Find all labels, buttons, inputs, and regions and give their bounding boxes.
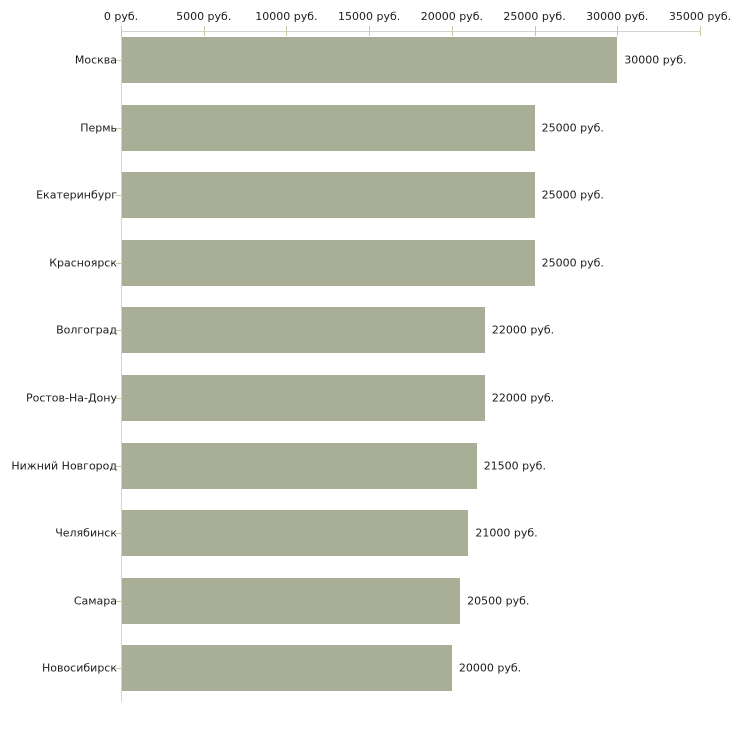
x-tick-label: 25000 руб. <box>503 10 566 23</box>
x-tick-label: 35000 руб. <box>668 10 730 23</box>
x-tick-label: 10000 руб. <box>255 10 318 23</box>
y-tick-mark <box>116 600 121 602</box>
bar <box>122 442 477 489</box>
value-label: 25000 руб. <box>541 188 604 202</box>
bar <box>122 104 535 151</box>
x-axis-line <box>121 31 701 32</box>
value-label: 20500 руб. <box>467 594 530 608</box>
category-label: Ростов-На-Дону <box>25 391 117 405</box>
x-tick-mark <box>700 26 701 36</box>
x-tick-label: 20000 руб. <box>420 10 483 23</box>
category-label: Самара <box>73 594 117 608</box>
value-label: 21500 руб. <box>483 459 546 473</box>
y-tick-mark <box>116 60 121 61</box>
category-label: Москва <box>74 53 117 67</box>
category-label: Екатеринбург <box>36 188 117 202</box>
value-label: 22000 руб. <box>491 323 555 337</box>
bar <box>122 307 485 354</box>
y-tick-mark <box>116 127 121 129</box>
y-tick-mark <box>116 330 121 332</box>
y-tick-mark <box>116 668 121 670</box>
category-label: Нижний Новгород <box>11 459 117 473</box>
x-tick-mark <box>369 26 371 36</box>
bar <box>122 37 618 83</box>
value-label: 20000 руб. <box>458 661 522 675</box>
x-tick-label: 30000 руб. <box>586 10 649 23</box>
category-label: Волгоград <box>56 323 117 337</box>
bar <box>122 577 461 624</box>
category-label: Красноярск <box>49 256 117 270</box>
y-tick-mark <box>116 262 121 264</box>
bar <box>122 375 485 421</box>
category-label: Челябинск <box>55 526 117 540</box>
y-tick-mark <box>116 465 121 467</box>
value-label: 25000 руб. <box>541 121 604 135</box>
y-tick-mark <box>116 195 121 197</box>
x-tick-mark <box>203 26 205 36</box>
y-axis-line <box>121 31 122 702</box>
y-tick-mark <box>116 398 121 399</box>
x-tick-mark <box>617 26 619 36</box>
value-label: 30000 руб. <box>624 53 687 67</box>
value-label: 21000 руб. <box>475 526 538 540</box>
x-tick-mark <box>451 26 453 36</box>
x-tick-label: 0 руб. <box>103 10 139 23</box>
category-label: Новосибирск <box>41 661 117 675</box>
x-tick-mark <box>286 26 288 36</box>
category-label: Пермь <box>80 121 117 135</box>
x-tick-mark <box>534 26 536 36</box>
bar <box>122 645 452 692</box>
bar <box>122 510 469 557</box>
value-label: 22000 руб. <box>491 391 555 405</box>
y-tick-mark <box>116 533 121 535</box>
value-label: 25000 руб. <box>541 256 604 270</box>
bar <box>122 172 535 219</box>
x-tick-mark <box>121 26 122 36</box>
bar <box>122 239 535 286</box>
x-tick-label: 15000 руб. <box>338 10 401 23</box>
x-tick-label: 5000 руб. <box>176 10 232 23</box>
